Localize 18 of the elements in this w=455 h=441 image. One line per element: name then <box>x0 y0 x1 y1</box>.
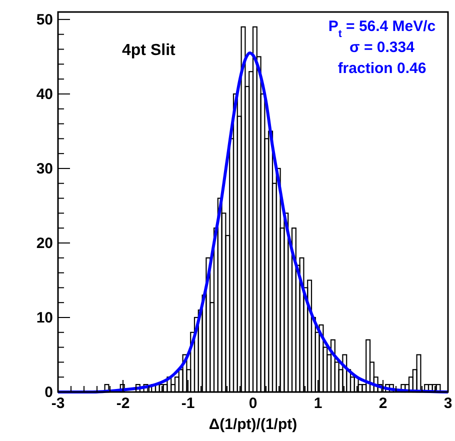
x-tick-label: 1 <box>314 395 322 412</box>
x-tick-label: -2 <box>116 395 130 412</box>
x-tick-label: 3 <box>444 395 452 412</box>
x-axis-title: Δ(1/pt)/(1/pt) <box>208 416 298 433</box>
annotation: 4pt Slit <box>122 42 176 59</box>
y-tick-label: 0 <box>44 384 53 401</box>
y-tick-label: 10 <box>36 309 53 326</box>
x-tick-label: 0 <box>248 395 258 412</box>
x-tick-label: -1 <box>181 395 195 412</box>
x-tick-label: 2 <box>378 395 388 412</box>
y-tick-label: 30 <box>36 160 53 178</box>
annotation: σ = 0.334 <box>350 39 416 56</box>
annotation: fraction 0.46 <box>338 60 426 77</box>
x-tick-label: -3 <box>51 395 65 412</box>
y-tick-label: 50 <box>36 11 53 28</box>
y-tick-label: 40 <box>36 86 53 103</box>
annotation: P$_{t}$ = 56.4 MeV/c <box>328 18 436 40</box>
y-tick-label: 20 <box>36 234 53 252</box>
